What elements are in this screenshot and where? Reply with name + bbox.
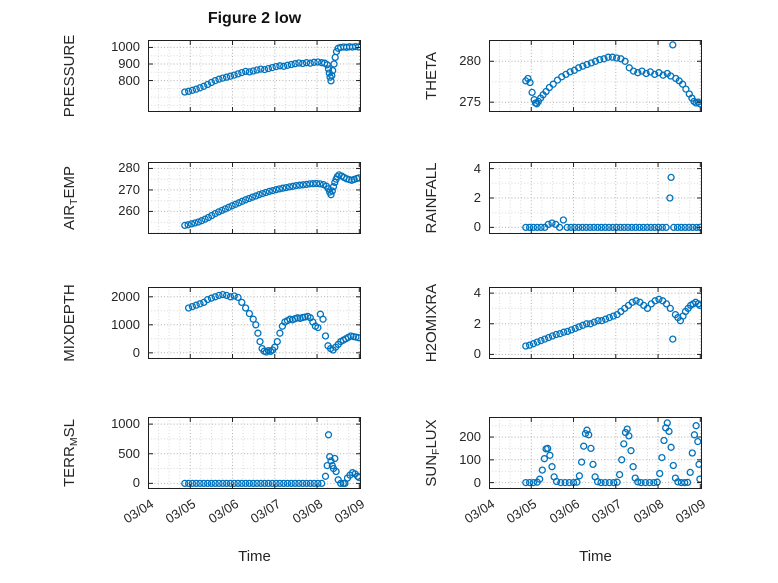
- y-tick-label-sun-flux: 100: [459, 451, 481, 467]
- plot-pressure: [148, 40, 361, 112]
- ylabel-text: MIXDEPTH: [61, 284, 78, 362]
- x-tick-label: 03/09: [673, 496, 709, 527]
- ylabel-text: SUN: [423, 454, 440, 487]
- y-tick-label-pressure: 900: [118, 56, 140, 71]
- y-tick-label-sun-flux: 0: [473, 474, 481, 490]
- y-tick-label-h2omixra: 2: [473, 315, 481, 331]
- ylabel-subscript: T: [68, 198, 80, 205]
- x-tick-label: 03/06: [205, 496, 241, 527]
- plot-mixdepth: [148, 287, 361, 359]
- y-tick-label-mixdepth: 1000: [111, 316, 140, 332]
- ylabel-text: TERR: [61, 446, 78, 487]
- y-tick-label-theta: 280: [459, 53, 481, 69]
- y-tick-label-terr-msl: 1000: [111, 416, 140, 432]
- ylabel-text: SL: [61, 419, 78, 438]
- plot-theta: [489, 40, 702, 112]
- y-tick-label-sun-flux: 200: [459, 429, 481, 445]
- ylabel-terr-msl: TERRMSL: [59, 353, 81, 553]
- y-tick-label-mixdepth: 0: [132, 344, 140, 360]
- y-tick-label-air-temp: 280: [118, 160, 140, 176]
- y-tick-label-rainfall: 4: [473, 160, 481, 176]
- x-tick-label: 03/05: [503, 496, 540, 527]
- y-tick-label-pressure: 800: [118, 72, 140, 88]
- ylabel-subscript: M: [68, 437, 80, 447]
- plot-rainfall: [489, 162, 702, 234]
- xlabel-time-right: Time: [579, 548, 612, 565]
- y-tick-label-pressure: 1000: [111, 39, 140, 55]
- plot-terr-msl: [148, 417, 361, 489]
- ylabel-text: EMP: [61, 166, 78, 199]
- ylabel-text: THETA: [423, 51, 440, 101]
- y-tick-label-theta: 275: [459, 94, 481, 110]
- x-tick-label: 03/06: [546, 496, 582, 527]
- y-tick-label-mixdepth: 2000: [111, 288, 140, 304]
- y-tick-label-h2omixra: 0: [473, 346, 481, 362]
- plot-air-temp: [148, 162, 361, 234]
- figure-title: Figure 2 low: [207, 10, 302, 27]
- ylabel-text: LUX: [423, 419, 440, 449]
- xlabel-time-left: Time: [238, 548, 271, 565]
- plot-sun-flux: [489, 417, 702, 489]
- x-tick-label: 03/09: [332, 496, 368, 527]
- ylabel-subscript: F: [430, 448, 442, 455]
- x-tick-label: 03/05: [162, 496, 199, 527]
- y-tick-label-air-temp: 260: [118, 203, 140, 219]
- y-tick-label-h2omixra: 4: [473, 285, 481, 301]
- y-tick-label-rainfall: 0: [473, 219, 481, 235]
- y-tick-label-rainfall: 2: [473, 190, 481, 205]
- y-tick-label-terr-msl: 500: [118, 445, 140, 461]
- y-tick-label-air-temp: 270: [118, 181, 140, 197]
- plot-h2omixra: [489, 287, 702, 359]
- y-tick-label-terr-msl: 0: [132, 475, 140, 491]
- ylabel-text: H2OMIXRA: [423, 283, 440, 363]
- ylabel-sun-flux: SUNFLUX: [421, 353, 443, 553]
